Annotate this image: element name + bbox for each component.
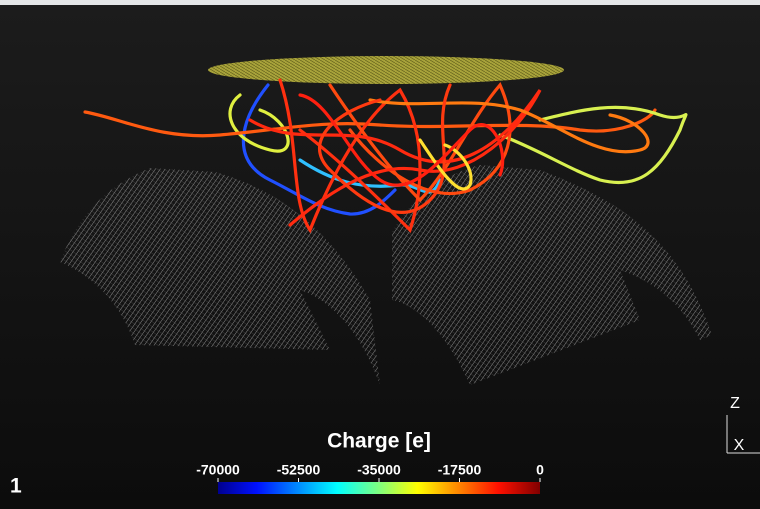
colorbar-tick-label: 0 [536,462,544,478]
colorbar-tick-label: -17500 [438,462,482,478]
anode-disk [208,56,564,84]
render-view: Charge [e] -70000 -52500 -35000 -17500 0 1 Z… [0,0,760,509]
colorbar-title: Charge [e] [327,430,431,453]
page: {"colorbar": {"title": "Charge [e]", "li… [0,0,760,509]
axis-z-label: Z [730,395,740,412]
colorbar-tick-label: -52500 [277,462,321,478]
colorbar-tick-label: -35000 [357,462,401,478]
view-label: 1 [10,475,22,498]
top-strip [0,0,760,5]
colorbar [218,482,540,494]
axis-x-label: X [734,437,745,454]
colorbar-tick-label: -70000 [196,462,240,478]
